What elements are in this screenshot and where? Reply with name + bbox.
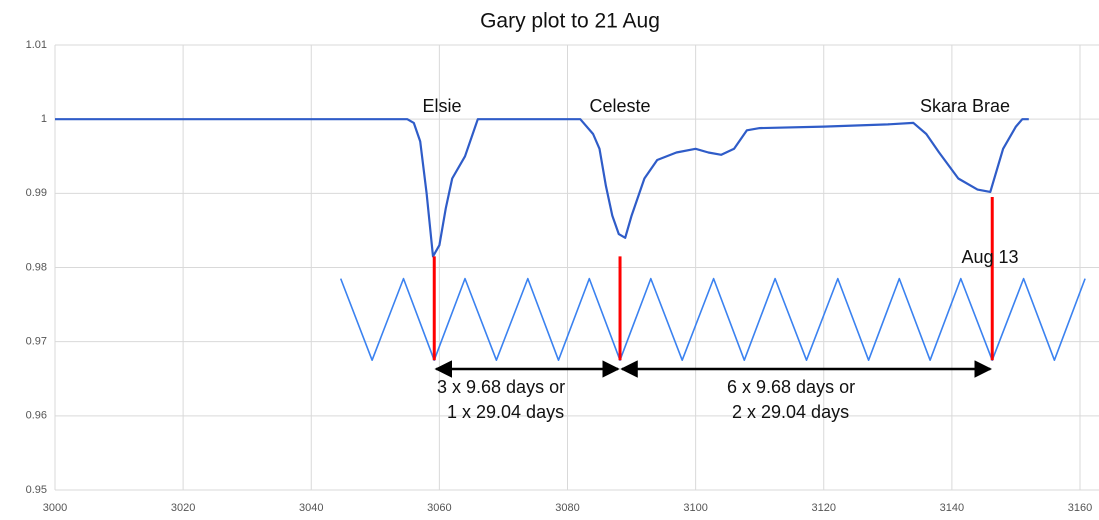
annotation: Elsie (422, 96, 461, 116)
x-tick-label: 3000 (43, 502, 67, 514)
y-tick-label: 0.99 (26, 187, 47, 199)
span-label: 3 x 9.68 days or (437, 377, 565, 397)
y-tick-label: 0.98 (26, 261, 47, 273)
y-tick-label: 0.97 (26, 336, 47, 348)
series-line (55, 118, 1029, 258)
annotation: Skara Brae (920, 96, 1010, 116)
annotation: Celeste (589, 96, 650, 116)
x-tick-label: 3100 (683, 502, 707, 514)
span-label: 1 x 29.04 days (447, 402, 564, 422)
x-tick-label: 3020 (171, 502, 195, 514)
y-tick-label: 1.01 (26, 39, 47, 51)
y-tick-label: 0.96 (26, 410, 47, 422)
x-tick-label: 3140 (940, 502, 964, 514)
chart-title: Gary plot to 21 Aug (480, 10, 660, 33)
x-tick-label: 3120 (812, 502, 836, 514)
y-tick-label: 1 (41, 113, 47, 125)
x-tick-label: 3160 (1068, 502, 1092, 514)
annotation: Aug 13 (961, 247, 1018, 267)
span-label: 6 x 9.68 days or (727, 377, 855, 397)
series-line (339, 277, 1086, 361)
x-tick-label: 3080 (555, 502, 579, 514)
x-tick-label: 3060 (427, 502, 451, 514)
span-label: 2 x 29.04 days (732, 402, 849, 422)
y-tick-label: 0.95 (26, 484, 47, 496)
x-tick-label: 3040 (299, 502, 323, 514)
